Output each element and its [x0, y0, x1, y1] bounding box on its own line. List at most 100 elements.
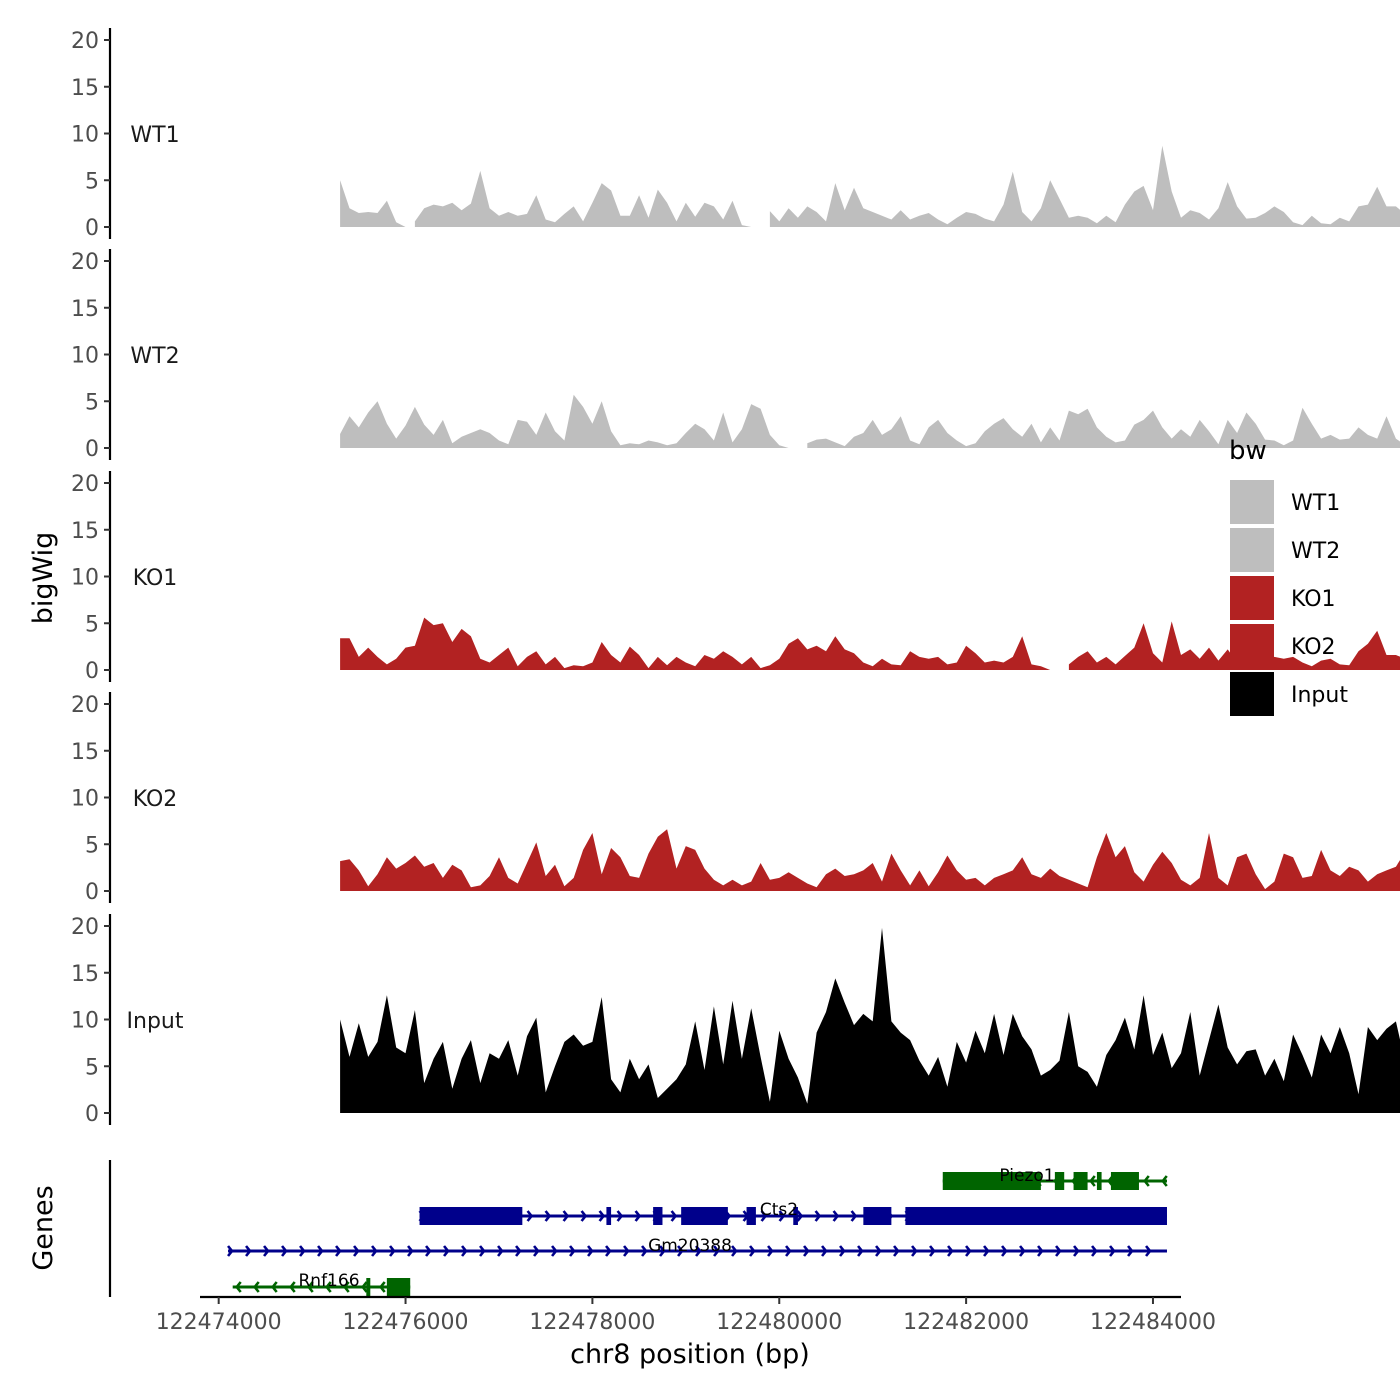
legend-swatch: [1230, 480, 1274, 524]
strand-arrow: [749, 1245, 756, 1257]
exon-block: [366, 1278, 371, 1296]
legend-swatch: [1230, 624, 1274, 668]
track-label: KO1: [133, 566, 178, 591]
coverage-tracks: 0 5 10 15 20 WT1 0 5 10 15 20 WT2 0 5 10 15 20 KO1 0 5 10 15 2…: [71, 28, 1400, 1127]
exon-block: [653, 1207, 663, 1225]
legend-label: KO2: [1291, 635, 1336, 660]
gene-piezo1: Piezo1: [942, 1166, 1168, 1190]
gene-label: Cts2: [760, 1200, 798, 1220]
strand-arrow: [598, 1210, 606, 1222]
y-tick-label: 20: [71, 29, 99, 54]
exon-block: [905, 1207, 1167, 1225]
legend-title: bw: [1229, 436, 1267, 466]
exon-block: [793, 1207, 798, 1225]
legend-swatch: [1230, 672, 1274, 716]
strand-arrow: [1161, 1175, 1168, 1187]
strand-arrow: [796, 1210, 804, 1222]
strand-arrow: [911, 1245, 918, 1257]
legend-entry-ko2: KO2: [1230, 624, 1336, 668]
strand-arrow: [479, 1245, 486, 1257]
y-tick-label: 15: [71, 76, 99, 101]
y-tick-label: 20: [71, 693, 99, 718]
strand-arrow: [1037, 1245, 1044, 1257]
strand-arrow: [227, 1245, 234, 1257]
strand-arrow: [605, 1245, 612, 1257]
strand-arrow: [407, 1245, 414, 1257]
y-tick-label: 0: [85, 659, 99, 684]
strand-arrow: [641, 1245, 648, 1257]
strand-arrow: [307, 1281, 314, 1293]
strand-arrow: [235, 1281, 242, 1293]
strand-arrow: [677, 1245, 684, 1257]
gene-gm20388: Gm20388: [227, 1236, 1167, 1257]
legend: bw WT1 WT2 KO1 KO2 Input: [1229, 436, 1348, 716]
strand-arrow: [1143, 1175, 1150, 1187]
strand-arrow: [551, 1245, 558, 1257]
track-label: KO2: [133, 787, 178, 812]
strand-arrow: [929, 1245, 936, 1257]
strand-arrow: [623, 1245, 630, 1257]
exon-block: [386, 1278, 411, 1296]
y-axis-title: bigWig: [28, 532, 59, 625]
y-tick-label: 5: [85, 1055, 99, 1080]
y-tick-label: 15: [71, 962, 99, 987]
gene-label: Gm20388: [648, 1236, 732, 1256]
y-tick-label: 10: [71, 566, 99, 591]
y-tick-label: 15: [71, 297, 99, 322]
strand-arrow: [778, 1210, 786, 1222]
legend-swatch: [1230, 576, 1274, 620]
x-axis-title: chr8 position (bp): [570, 1339, 810, 1370]
strand-arrow: [767, 1245, 774, 1257]
coverage-area-wt2: [340, 394, 1400, 448]
strand-arrow: [461, 1245, 468, 1257]
strand-arrow: [317, 1245, 324, 1257]
y-tick-label: 0: [85, 437, 99, 462]
coverage-area-input: [340, 927, 1400, 1113]
strand-arrow: [361, 1281, 368, 1293]
legend-entries: WT1 WT2 KO1 KO2 Input: [1230, 480, 1348, 716]
y-tick-label: 15: [71, 519, 99, 544]
exon-block: [942, 1172, 1041, 1190]
track-ko2: 0 5 10 15 20 KO2: [71, 692, 1400, 905]
strand-arrow: [425, 1245, 432, 1257]
strand-arrow: [371, 1245, 378, 1257]
gene-cts2: Cts2: [418, 1200, 1167, 1225]
legend-label: KO1: [1291, 587, 1336, 612]
y-tick-label: 15: [71, 740, 99, 765]
strand-arrow: [839, 1245, 846, 1257]
strand-arrow: [544, 1210, 552, 1222]
legend-entry-wt2: WT2: [1230, 528, 1340, 572]
strand-arrow: [580, 1210, 588, 1222]
legend-entry-wt1: WT1: [1230, 480, 1340, 524]
genes-panel: Piezo1 Cts2 Gm20388 Rnf166: [108, 1160, 1168, 1297]
strand-arrow: [325, 1281, 332, 1293]
strand-arrow: [965, 1245, 972, 1257]
strand-arrow: [263, 1245, 270, 1257]
x-tick-label: 122476000: [343, 1310, 469, 1335]
y-tick-label: 5: [85, 390, 99, 415]
legend-label: Input: [1291, 683, 1348, 708]
x-axis: 122474000 122476000 122478000 122480000 1224…: [156, 1295, 1216, 1335]
coverage-area-ko1: [340, 617, 1400, 670]
y-tick-label: 0: [85, 216, 99, 241]
gene-rnf166: Rnf166: [232, 1271, 411, 1296]
strand-arrow: [253, 1281, 260, 1293]
strand-arrow: [1055, 1245, 1062, 1257]
strand-arrow: [443, 1245, 450, 1257]
y-tick-label: 10: [71, 787, 99, 812]
strand-arrow: [562, 1210, 570, 1222]
strand-arrow: [281, 1245, 288, 1257]
strand-arrow: [616, 1210, 624, 1222]
strand-arrow: [271, 1281, 278, 1293]
exon-block: [1073, 1172, 1088, 1190]
strand-arrow: [245, 1245, 252, 1257]
strand-arrow: [634, 1210, 642, 1222]
strand-arrow: [803, 1245, 810, 1257]
track-label: WT2: [130, 344, 179, 369]
strand-arrow: [670, 1210, 678, 1222]
strand-arrow: [695, 1245, 702, 1257]
strand-arrow: [343, 1281, 350, 1293]
strand-arrow: [850, 1210, 858, 1222]
y-tick-label: 20: [71, 915, 99, 940]
